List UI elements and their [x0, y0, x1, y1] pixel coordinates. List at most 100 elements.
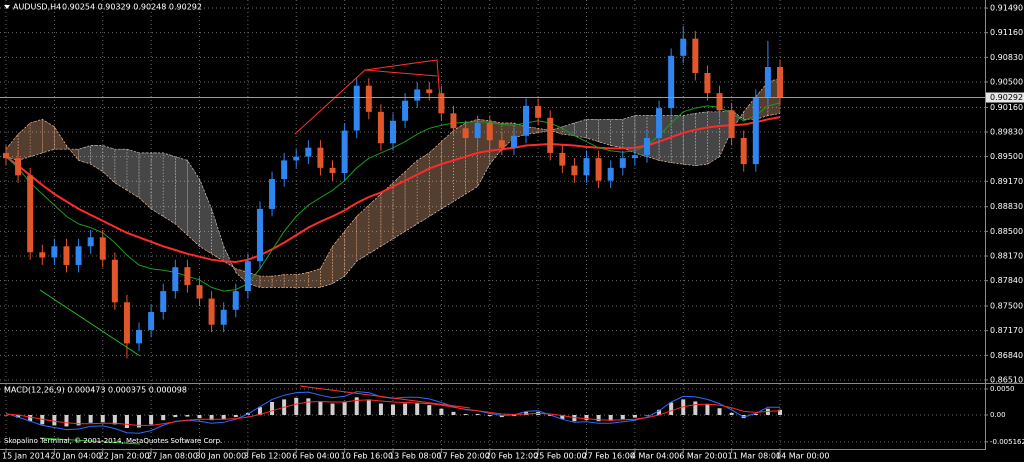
y-tick-label: 0.90160 [990, 103, 1023, 112]
copyright: Skopalino Terminal, © 2001-2014, MetaQuo… [4, 437, 222, 445]
macd-histogram-bar [257, 407, 262, 415]
macd-histogram-bar [88, 414, 93, 423]
macd-histogram-bar [439, 408, 444, 415]
macd-histogram-bar [693, 401, 698, 415]
x-tick-label: 15 Jan 2014 [2, 452, 50, 461]
last-price-box [986, 92, 1024, 103]
cloud-segment [682, 112, 696, 166]
candle-body [510, 135, 517, 148]
cloud-segment [356, 204, 370, 262]
macd-histogram-bar [403, 403, 408, 415]
x-tick-label: 30 Jan 00:00 [196, 452, 247, 461]
candle-body [172, 267, 179, 292]
candle-body [390, 120, 396, 144]
macd-histogram-bar [475, 413, 480, 415]
candle-body [668, 55, 675, 109]
candle-body [63, 246, 70, 265]
y-tick-label: 0.86840 [990, 351, 1023, 360]
candle-body [87, 237, 94, 247]
chart-symbol: AUDUSD,H4 [13, 3, 61, 12]
cloud-segment [187, 159, 200, 247]
cloud-segment [513, 122, 527, 139]
macd-histogram-bar [669, 402, 674, 415]
candle-body [244, 261, 251, 292]
cloud-segment [308, 268, 321, 288]
candle-body [377, 111, 384, 144]
candle-body [474, 123, 481, 138]
cloud-segment [259, 275, 273, 288]
macd-histogram-bar [378, 403, 383, 415]
cloud-segment [295, 272, 309, 288]
cloud-segment [586, 119, 599, 143]
candle-body [196, 285, 203, 299]
macd-histogram-bar [499, 414, 504, 418]
candle-body [281, 160, 288, 180]
x-tick-label: 11 Mar 08:00 [728, 452, 781, 461]
x-tick-label: 6 Mar 20:00 [679, 452, 727, 461]
cloud-segment [271, 274, 285, 288]
macd-histogram-bar [729, 412, 734, 415]
macd-histogram-bar [451, 411, 456, 415]
candle-body [208, 298, 215, 325]
candle-body [438, 93, 445, 114]
cloud-segment [78, 145, 91, 165]
x-tick-label: 20 Jan 04:00 [50, 452, 101, 461]
macd-histogram-bar [354, 397, 359, 415]
drawn-trendlines [39, 59, 471, 445]
macd-histogram-bar [149, 414, 154, 425]
cloud-segment [150, 152, 164, 217]
cloud-segment [610, 119, 624, 149]
y-tick-label: 0.89830 [990, 128, 1023, 137]
cloud-segment [235, 268, 249, 285]
macd-histogram-bar [52, 414, 57, 426]
chart-ohlc: 0.90254 0.90329 0.90248 0.90292 [62, 3, 202, 12]
cloud-segment [489, 120, 503, 165]
symbol-menu-icon[interactable] [4, 5, 10, 9]
macd-histogram-bar [427, 405, 432, 415]
macd-histogram-bar [366, 399, 371, 415]
x-tick-label: 4 Mar 04:00 [631, 452, 679, 461]
macd-histogram-bar [100, 414, 105, 423]
candle-body [462, 128, 469, 138]
macd-histogram-bar [584, 414, 589, 421]
cloud-segment [767, 77, 781, 116]
x-tick-label: 10 Feb 16:00 [341, 452, 393, 461]
cloud-segment [525, 126, 539, 135]
candle-body [75, 246, 82, 265]
trendline [299, 385, 471, 409]
macd-histogram-bar [657, 409, 662, 415]
cloud-segment [695, 111, 708, 166]
cloud-layer [5, 77, 781, 288]
frame [0, 0, 1024, 450]
y-tick-label: 0.90830 [990, 53, 1023, 62]
candle-body [752, 96, 759, 165]
candle-body [184, 267, 191, 286]
macd-histogram-bar [173, 414, 178, 418]
candle-body [256, 208, 263, 262]
x-tick-label: 3 Feb 12:00 [244, 452, 291, 461]
candle-body [523, 105, 530, 136]
candle-body [535, 105, 542, 118]
cloud-segment [670, 115, 684, 165]
trendline [39, 289, 141, 357]
macd-histogram-bar [717, 408, 722, 415]
cloud-segment [162, 152, 176, 225]
y-tick-label: 0.88500 [990, 227, 1023, 236]
macd-histogram-bar [342, 401, 347, 415]
candle-body [656, 108, 663, 138]
candle-body [764, 67, 771, 97]
candle-body [317, 147, 324, 168]
macd-histogram-bar [4, 414, 8, 416]
y-tick-label: 0.87170 [990, 326, 1023, 335]
candle-body [402, 100, 409, 121]
candle-body [486, 123, 493, 141]
macd-histogram-bar [16, 414, 21, 418]
macd-histogram-bar [753, 413, 758, 415]
macd-histogram-bar [137, 414, 142, 428]
cloud-segment [707, 111, 720, 165]
macd-histogram-bar [294, 397, 299, 415]
macd-histogram-bar [705, 404, 710, 415]
candle-body [3, 152, 9, 159]
macd-histogram-bar [161, 414, 166, 421]
